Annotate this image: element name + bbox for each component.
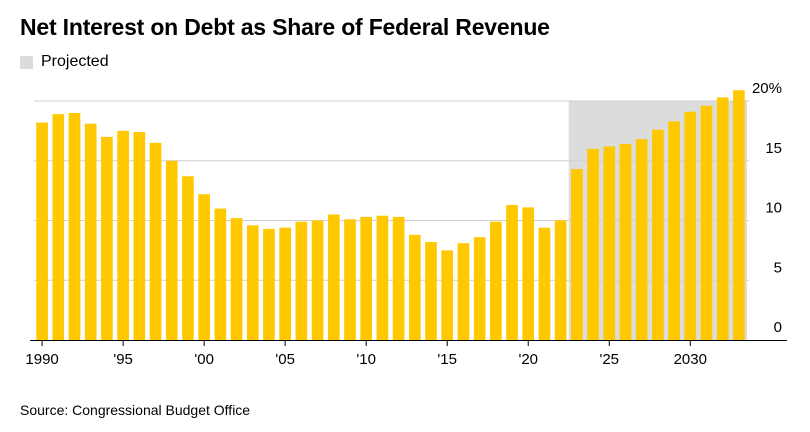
x-tick-label-2015: '15 — [437, 351, 457, 368]
bar-1993 — [84, 123, 97, 340]
bar-2009 — [344, 219, 356, 340]
bar-1995 — [117, 130, 129, 340]
bar-2023 — [571, 169, 583, 340]
bar-2011 — [376, 215, 389, 340]
bar-2027 — [635, 139, 648, 340]
x-tick-label-2005: '05 — [275, 351, 295, 368]
bar-2015 — [441, 250, 454, 340]
bar-2001 — [214, 208, 227, 340]
bar-2030 — [684, 111, 697, 340]
bar-2004 — [263, 228, 275, 340]
y-tick-label-5: 5 — [774, 259, 782, 276]
bar-2033 — [733, 90, 745, 341]
x-tick-label-2025: '25 — [599, 351, 619, 368]
bar-2012 — [392, 216, 405, 340]
x-tick-label-1995: '95 — [113, 351, 133, 368]
legend: Projected — [20, 53, 109, 71]
y-tick-label-0: 0 — [774, 319, 782, 336]
x-tick-label-2010: '10 — [356, 351, 376, 368]
y-tick-label-15: 15 — [765, 140, 782, 157]
bar-1996 — [133, 132, 146, 340]
bar-2029 — [668, 121, 680, 340]
bar-2006 — [295, 221, 308, 340]
bar-2022 — [554, 220, 567, 340]
bar-2002 — [230, 218, 243, 340]
bar-2017 — [473, 237, 486, 340]
x-tick-label-1990: 1990 — [25, 351, 58, 368]
bar-2021 — [538, 227, 551, 340]
bar-1998 — [165, 160, 178, 340]
source-note: Source: Congressional Budget Office — [20, 402, 251, 418]
bar-1991 — [52, 114, 65, 341]
x-tick-label-2030: 2030 — [674, 351, 707, 368]
bar-2032 — [716, 97, 729, 340]
bar-2016 — [457, 243, 470, 340]
bar-2028 — [652, 129, 664, 340]
bar-2026 — [619, 144, 632, 340]
bar-2003 — [246, 225, 259, 340]
bar-1997 — [149, 142, 162, 340]
bar-2018 — [489, 221, 502, 340]
bar-2020 — [522, 207, 535, 340]
bar-1990 — [36, 122, 48, 340]
bar-2019 — [506, 204, 518, 340]
bar-2005 — [279, 227, 292, 340]
bar-2031 — [700, 105, 713, 340]
y-tick-label-20: 20% — [752, 80, 782, 97]
y-tick-label-10: 10 — [765, 200, 782, 217]
bar-2024 — [587, 148, 599, 340]
x-tick-label-2020: '20 — [518, 351, 538, 368]
legend-swatch-projected — [20, 55, 33, 69]
bar-1992 — [68, 112, 81, 340]
bar-2025 — [603, 146, 616, 340]
bar-2013 — [408, 234, 421, 340]
bar-2014 — [425, 242, 437, 340]
bar-2008 — [327, 214, 340, 340]
x-tick-label-2000: '00 — [194, 351, 214, 368]
bar-2007 — [311, 220, 324, 340]
legend-label-projected: Projected — [41, 53, 109, 70]
bar-1999 — [182, 176, 194, 340]
bar-2010 — [360, 216, 373, 340]
bar-2000 — [198, 194, 210, 340]
chart-title: Net Interest on Debt as Share of Federal… — [20, 14, 550, 40]
bar-1994 — [101, 136, 113, 340]
